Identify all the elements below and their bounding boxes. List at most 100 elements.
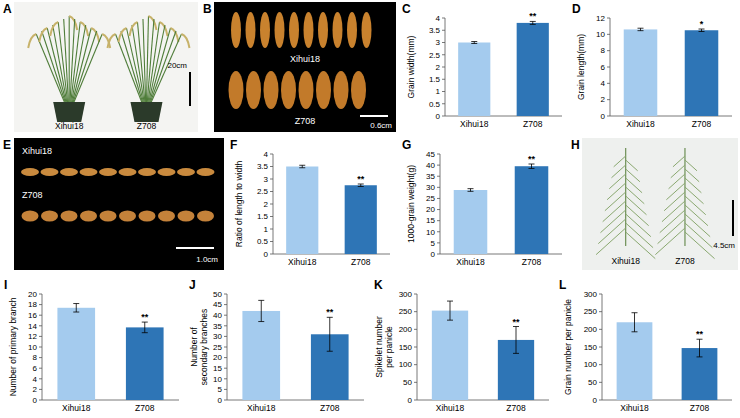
y-tick-label: 10 — [213, 375, 222, 384]
y-axis-title-line: per panicle — [384, 326, 394, 368]
y-tick — [599, 400, 602, 401]
error-stem — [76, 304, 77, 312]
error-cap — [638, 28, 644, 29]
grain — [316, 71, 331, 109]
y-tick-label: 30 — [426, 183, 435, 192]
error-bar — [632, 313, 638, 332]
y-tick — [442, 18, 445, 19]
plant-stem — [143, 19, 146, 102]
error-stem — [532, 21, 533, 24]
y-tick-label: 2 — [264, 200, 269, 209]
y-tick-label: 0.5 — [429, 100, 441, 109]
y-tick — [599, 311, 602, 312]
grain — [80, 211, 97, 222]
x-tick-label: Xihui18 — [62, 403, 91, 413]
y-tick-label: 200 — [584, 325, 598, 334]
photo-panel: EXihui18Z7081.0cm — [3, 138, 224, 270]
panicle — [148, 16, 156, 30]
scale-bar — [360, 115, 388, 117]
grain — [41, 211, 58, 222]
x-tick-label: Xihui18 — [436, 403, 465, 413]
bar — [515, 166, 549, 254]
panicle-branch — [626, 196, 647, 215]
grain — [177, 168, 195, 176]
y-axis-line — [440, 154, 441, 254]
grain — [318, 12, 328, 48]
error-bar — [447, 301, 453, 320]
y-tick — [414, 400, 417, 401]
panicle-branch — [662, 201, 685, 222]
y-tick-label: 3 — [264, 175, 269, 184]
error-cap — [73, 312, 79, 313]
y-tick-label: 300 — [399, 290, 413, 299]
error-cap — [447, 320, 453, 321]
y-tick — [270, 191, 273, 192]
grain — [99, 168, 117, 176]
y-tick — [442, 30, 445, 31]
panicle — [107, 34, 115, 48]
photo-label: Xihui18 — [55, 121, 84, 131]
grain — [61, 211, 78, 222]
panicle-branch — [685, 196, 706, 215]
y-tick — [437, 231, 440, 232]
y-tick — [442, 67, 445, 68]
panicle-branch — [685, 187, 704, 204]
scale-bar-label: 0.6cm — [370, 121, 392, 130]
y-tick-label: 2 — [601, 95, 606, 104]
bar — [454, 190, 488, 254]
photo-label: Z708 — [22, 190, 43, 200]
panicle-branch — [626, 205, 649, 226]
panicle-branch — [626, 214, 651, 237]
y-tick — [39, 304, 42, 305]
chart-panel: LGrain number per panicle050100150200250… — [559, 278, 732, 413]
panel-letter: C — [402, 2, 411, 16]
grain — [275, 12, 285, 48]
y-tick — [270, 179, 273, 180]
panicle — [69, 16, 77, 30]
y-tick — [437, 209, 440, 210]
photo-background — [582, 138, 738, 270]
significance-label: ** — [529, 11, 537, 21]
y-tick — [270, 204, 273, 205]
bar — [286, 167, 318, 255]
panicle-branch — [626, 178, 642, 193]
y-tick — [224, 389, 227, 390]
y-tick-label: 25 — [426, 194, 435, 203]
y-tick — [607, 18, 610, 19]
y-tick-label: 4 — [264, 150, 269, 159]
y-tick-label: 6 — [601, 63, 606, 72]
y-tick — [39, 315, 42, 316]
y-tick — [39, 368, 42, 369]
grain — [246, 71, 261, 109]
chart-panel: KSpikelet numberper panicle0501001502002… — [374, 278, 549, 413]
y-tick-label: 250 — [399, 307, 413, 316]
error-bar — [530, 21, 536, 24]
y-tick — [442, 91, 445, 92]
photo-label: Z708 — [295, 116, 316, 126]
bar — [458, 43, 490, 117]
bar — [617, 322, 653, 400]
x-tick-label: Z708 — [506, 403, 526, 413]
plant-stem — [132, 25, 144, 102]
error-cap — [632, 312, 638, 313]
error-bar — [73, 304, 79, 312]
y-tick-label: 1.5 — [429, 75, 441, 84]
error-cap — [699, 31, 705, 32]
y-tick-label: 5 — [218, 385, 223, 394]
panicle — [39, 28, 47, 42]
error-cap — [468, 188, 474, 189]
plant-stem — [126, 28, 143, 102]
y-tick-label: 20 — [213, 353, 222, 362]
y-tick-label: 150 — [399, 343, 413, 352]
figure: CGrain width(mm)00.511.522.533.54Xihui18… — [0, 0, 740, 418]
scale-bar-label: 1.0cm — [196, 255, 218, 264]
pot — [53, 102, 85, 122]
y-tick-label: 12 — [28, 332, 37, 341]
y-tick-label: 1 — [264, 225, 269, 234]
y-tick-label: 10 — [28, 343, 37, 352]
panel-letter: D — [572, 2, 581, 16]
grain — [158, 211, 175, 222]
error-bar — [471, 42, 477, 44]
photo-label: Xihui18 — [22, 146, 52, 156]
y-tick — [270, 254, 273, 255]
